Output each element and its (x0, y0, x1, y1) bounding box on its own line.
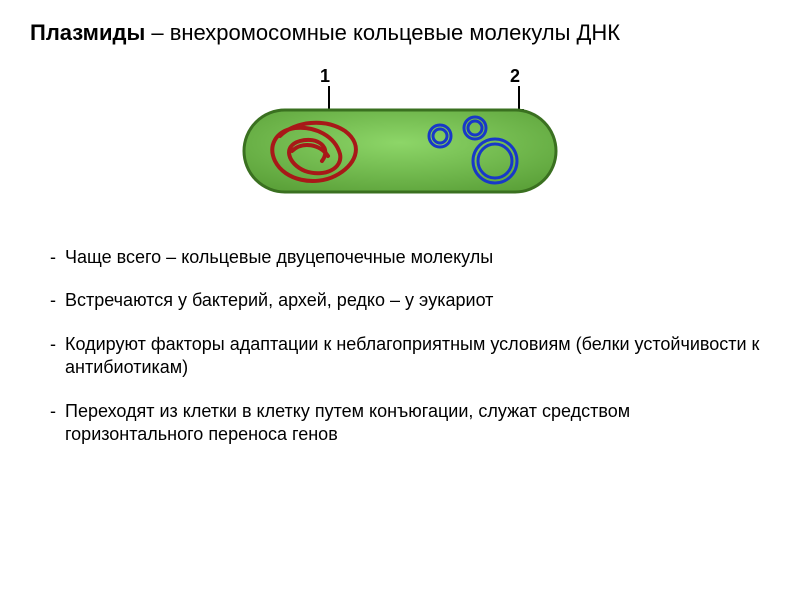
bacterial-cell-diagram: 1 2 (200, 66, 600, 216)
cell-svg (240, 106, 560, 196)
page-title: Плазмиды – внехромосомные кольцевые моле… (30, 20, 770, 46)
diagram-container: 1 2 (30, 66, 770, 216)
title-bold-part: Плазмиды (30, 20, 145, 45)
title-rest: – внехромосомные кольцевые молекулы ДНК (145, 20, 620, 45)
list-item: Чаще всего – кольцевые двуцепочечные мол… (50, 246, 770, 269)
label-plasmid: 2 (510, 66, 520, 87)
list-item: Переходят из клетки в клетку путем конъю… (50, 400, 770, 447)
bullet-list: Чаще всего – кольцевые двуцепочечные мол… (30, 246, 770, 446)
list-item: Кодируют факторы адаптации к неблагоприя… (50, 333, 770, 380)
list-item: Встречаются у бактерий, архей, редко – у… (50, 289, 770, 312)
label-chromosome: 1 (320, 66, 330, 87)
